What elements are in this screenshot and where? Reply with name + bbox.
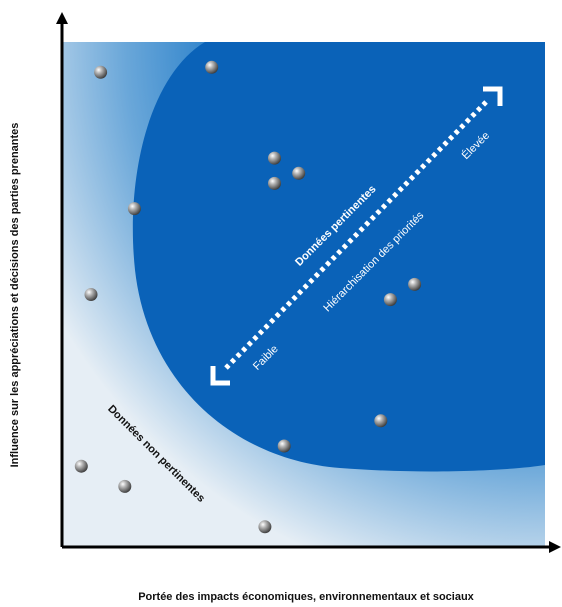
data-point-5	[268, 176, 281, 190]
data-points	[74, 60, 422, 534]
data-point-11	[277, 439, 291, 453]
data-point-2	[205, 60, 219, 74]
data-point-14	[258, 520, 272, 534]
prioritization-arrow	[210, 86, 503, 386]
arrow-head-high	[483, 86, 503, 106]
data-point-8	[383, 293, 397, 307]
x-axis-label: Portée des impacts économiques, environn…	[138, 591, 474, 603]
y-axis-arrow	[56, 12, 68, 24]
data-point-9	[408, 277, 422, 291]
data-point-7	[84, 288, 98, 301]
data-point-4	[292, 166, 306, 180]
data-point-10	[374, 414, 388, 428]
arrow-head-low	[210, 366, 230, 386]
data-point-1	[94, 65, 108, 79]
data-point-6	[127, 202, 141, 216]
data-point-3	[268, 151, 281, 165]
data-point-13	[118, 479, 132, 493]
y-axis-label: Influence sur les appréciations et décis…	[9, 123, 21, 468]
data-point-12	[74, 459, 88, 473]
x-axis-arrow	[549, 541, 561, 553]
axes	[56, 12, 561, 553]
arrow-shaft	[224, 98, 490, 370]
